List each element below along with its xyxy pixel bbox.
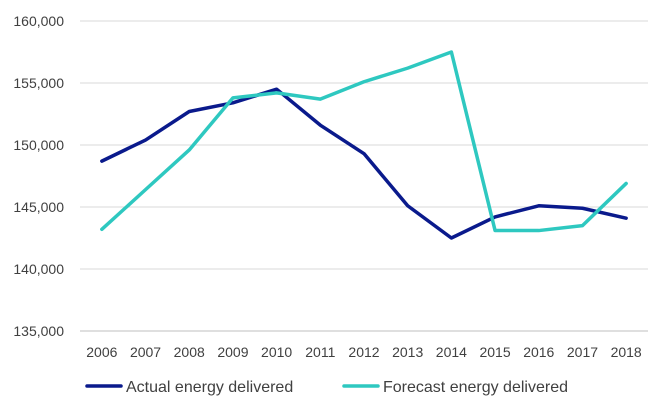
y-tick-label: 160,000 — [13, 13, 64, 29]
gridlines — [80, 20, 648, 270]
x-tick-label: 2008 — [174, 344, 205, 360]
y-tick-label: 155,000 — [13, 75, 64, 91]
x-tick-label: 2015 — [479, 344, 510, 360]
x-tick-label: 2006 — [86, 344, 117, 360]
y-tick-label: 140,000 — [13, 261, 64, 277]
x-tick-label: 2012 — [348, 344, 379, 360]
legend-label: Actual energy delivered — [126, 379, 293, 396]
x-tick-label: 2007 — [130, 344, 161, 360]
y-tick-label: 135,000 — [13, 323, 64, 339]
x-tick-label: 2011 — [305, 344, 335, 360]
x-tick-label: 2013 — [392, 344, 423, 360]
series-lines — [100, 50, 628, 240]
series-line-actual — [100, 87, 628, 240]
legend-label: Forecast energy delivered — [383, 379, 568, 396]
y-tick-label: 150,000 — [13, 137, 64, 153]
legend: Actual energy delivered Forecast energy d… — [85, 379, 568, 396]
x-tick-label: 2016 — [523, 344, 554, 360]
x-tick-label: 2017 — [567, 344, 598, 360]
x-tick-label: 2018 — [611, 344, 642, 360]
y-axis-ticks: 135,000 140,000 145,000 150,000 155,000 160,0… — [13, 13, 64, 339]
y-tick-label: 145,000 — [13, 199, 64, 215]
series-line-forecast — [100, 50, 628, 233]
x-axis-ticks: 2006 2007 2008 2009 2010 2011 2012 2013 2014 2015… — [86, 344, 642, 360]
x-tick-label: 2014 — [436, 344, 467, 360]
x-tick-label: 2009 — [217, 344, 248, 360]
x-tick-label: 2010 — [261, 344, 292, 360]
